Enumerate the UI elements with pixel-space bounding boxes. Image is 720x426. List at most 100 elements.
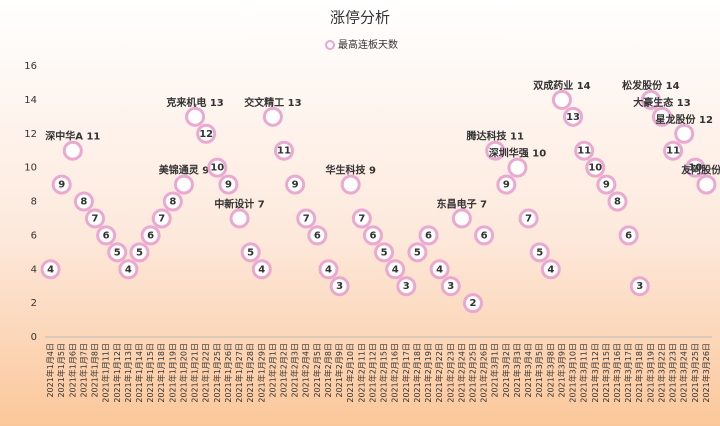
bubble xyxy=(551,89,572,110)
bubble xyxy=(385,259,406,280)
bubble xyxy=(440,276,461,297)
data-label: 5 xyxy=(536,247,543,258)
x-tick-label: 2021年2月25日 xyxy=(467,343,477,403)
bubble xyxy=(629,276,650,297)
data-label: 松发股份 14 xyxy=(622,79,679,92)
bubble xyxy=(663,140,684,161)
x-tick-label: 2021年2月5日 xyxy=(312,343,322,398)
data-label: 5 xyxy=(381,247,388,258)
x-tick-label: 2021年2月2日 xyxy=(279,343,289,398)
x-tick-label: 2021年1月6日 xyxy=(67,343,77,398)
data-label: 6 xyxy=(625,230,632,241)
data-label: 深中华A 11 xyxy=(45,130,100,143)
data-label: 3 xyxy=(403,281,410,292)
bubble xyxy=(507,157,528,178)
data-label: 9 xyxy=(603,180,610,191)
y-tick-label: 4 xyxy=(31,264,37,275)
x-tick-label: 2021年2月1日 xyxy=(267,343,277,398)
x-tick-label: 2021年3月24日 xyxy=(679,343,689,403)
y-tick-label: 14 xyxy=(24,95,37,106)
bubble xyxy=(407,242,428,263)
data-label: 7 xyxy=(303,213,310,224)
x-tick-label: 2021年1月8日 xyxy=(90,343,100,398)
x-tick-label: 2021年2月26日 xyxy=(479,343,489,403)
bubble xyxy=(240,242,261,263)
data-label: 华生科技 9 xyxy=(325,164,375,177)
chart-title: 涨停分析 xyxy=(330,9,390,27)
bubble xyxy=(118,259,139,280)
data-label: 星龙股份 12 xyxy=(656,113,713,126)
x-tick-label: 2021年3月16日 xyxy=(612,343,622,403)
x-tick-label: 2021年3月12日 xyxy=(590,343,600,403)
bubble xyxy=(540,259,561,280)
x-tick-label: 2021年1月21日 xyxy=(190,343,200,403)
data-label: 8 xyxy=(80,197,87,208)
data-label: 7 xyxy=(525,213,532,224)
data-label: 5 xyxy=(114,247,121,258)
bubble xyxy=(374,242,395,263)
x-tick-label: 2021年2月4日 xyxy=(301,343,311,398)
x-tick-label: 2021年1月13日 xyxy=(123,343,133,403)
x-tick-label: 2021年3月19日 xyxy=(645,343,655,403)
bubble xyxy=(585,157,606,178)
legend-marker xyxy=(325,40,335,50)
data-label: 6 xyxy=(147,230,154,241)
data-label: 12 xyxy=(199,129,213,140)
bubble xyxy=(207,157,228,178)
bubble xyxy=(340,174,361,195)
x-tick-label: 2021年2月16日 xyxy=(390,343,400,403)
x-tick-label: 2021年1月25日 xyxy=(212,343,222,403)
bubble xyxy=(529,242,550,263)
bubble xyxy=(329,276,350,297)
x-tick-label: 2021年3月22日 xyxy=(656,343,666,403)
data-label: 东昌电子 7 xyxy=(437,197,487,210)
legend-label: 最高连板天数 xyxy=(338,38,398,51)
data-label: 7 xyxy=(92,213,99,224)
data-label: 交文精工 13 xyxy=(244,96,301,109)
bubble xyxy=(62,140,83,161)
bubble xyxy=(173,174,194,195)
data-label: 4 xyxy=(436,264,443,275)
data-label: 4 xyxy=(258,264,265,275)
data-label: 8 xyxy=(169,197,176,208)
data-label: 9 xyxy=(58,180,65,191)
data-label: 11 xyxy=(666,146,680,157)
x-tick-label: 2021年1月28日 xyxy=(245,343,255,403)
data-label: 大豪生态 13 xyxy=(633,96,690,109)
x-tick-label: 2021年3月10日 xyxy=(568,343,578,403)
y-tick-label: 10 xyxy=(24,163,37,174)
bubble xyxy=(451,208,472,229)
x-tick-label: 2021年3月1日 xyxy=(490,343,500,398)
data-label: 3 xyxy=(336,281,343,292)
data-label: 4 xyxy=(325,264,332,275)
x-tick-label: 2021年1月7日 xyxy=(78,343,88,398)
data-label: 3 xyxy=(636,281,643,292)
data-label: 4 xyxy=(392,264,399,275)
data-label: 克来机电 13 xyxy=(166,96,223,109)
data-label: 友阿股份 9 xyxy=(681,164,720,177)
bubble xyxy=(285,174,306,195)
x-tick-label: 2021年1月19日 xyxy=(167,343,177,403)
bubble xyxy=(474,225,495,246)
x-tick-label: 2021年2月18日 xyxy=(412,343,422,403)
bubble xyxy=(318,259,339,280)
x-tick-label: 2021年2月19日 xyxy=(423,343,433,403)
data-label: 7 xyxy=(158,213,165,224)
bubble xyxy=(563,106,584,127)
y-tick-label: 16 xyxy=(24,61,37,72)
bubble xyxy=(185,106,206,127)
x-tick-label: 2021年3月5日 xyxy=(534,343,544,398)
x-tick-label: 2021年1月12日 xyxy=(112,343,122,403)
y-tick-label: 8 xyxy=(31,197,37,208)
data-label: 中新设计 7 xyxy=(214,197,264,210)
data-label: 2 xyxy=(470,298,477,309)
bubble xyxy=(274,140,295,161)
x-tick-label: 2021年1月4日 xyxy=(45,343,55,398)
data-label: 6 xyxy=(314,230,321,241)
data-label: 6 xyxy=(481,230,488,241)
bubble xyxy=(351,208,372,229)
data-label: 4 xyxy=(47,264,54,275)
bubble xyxy=(262,106,283,127)
x-tick-label: 2021年3月17日 xyxy=(623,343,633,403)
